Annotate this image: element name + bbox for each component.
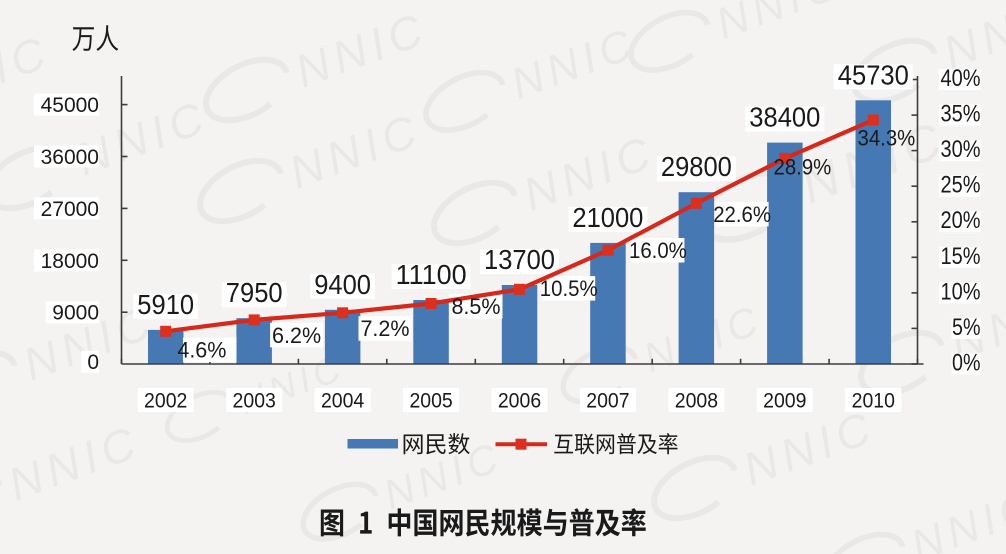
svg-text:22.6%: 22.6% <box>713 202 771 227</box>
svg-text:9000: 9000 <box>52 302 99 325</box>
svg-text:7950: 7950 <box>226 277 283 308</box>
svg-text:7.2%: 7.2% <box>360 316 409 341</box>
svg-text:10.5%: 10.5% <box>540 276 598 301</box>
svg-text:6.2%: 6.2% <box>272 323 321 348</box>
svg-text:2003: 2003 <box>233 390 276 413</box>
svg-text:29800: 29800 <box>661 151 732 182</box>
svg-text:2007: 2007 <box>586 390 629 413</box>
svg-text:2002: 2002 <box>144 390 187 413</box>
svg-text:35%: 35% <box>941 101 981 128</box>
svg-text:27000: 27000 <box>41 198 99 221</box>
svg-text:4.6%: 4.6% <box>177 338 226 363</box>
svg-text:18000: 18000 <box>41 250 99 273</box>
svg-text:15%: 15% <box>941 243 981 270</box>
svg-text:2006: 2006 <box>498 390 541 413</box>
svg-text:38400: 38400 <box>749 102 820 133</box>
svg-text:0%: 0% <box>952 350 981 377</box>
svg-text:2010: 2010 <box>852 390 895 413</box>
svg-text:13700: 13700 <box>484 244 555 275</box>
svg-text:2009: 2009 <box>763 390 806 413</box>
svg-text:2005: 2005 <box>409 390 452 413</box>
svg-text:25%: 25% <box>941 172 981 199</box>
svg-text:9400: 9400 <box>314 269 371 300</box>
svg-text:16.0%: 16.0% <box>629 238 687 263</box>
svg-text:5910: 5910 <box>137 289 194 320</box>
svg-text:8.5%: 8.5% <box>451 294 500 319</box>
svg-text:36000: 36000 <box>41 146 99 169</box>
svg-text:40%: 40% <box>941 65 981 92</box>
svg-text:28.9%: 28.9% <box>774 155 832 180</box>
svg-text:20%: 20% <box>941 207 981 234</box>
svg-text:10%: 10% <box>941 278 981 305</box>
svg-text:21000: 21000 <box>572 202 643 233</box>
svg-text:45000: 45000 <box>41 94 99 117</box>
svg-text:2008: 2008 <box>675 390 718 413</box>
svg-text:5%: 5% <box>952 314 981 341</box>
svg-text:45730: 45730 <box>838 59 909 90</box>
svg-text:11100: 11100 <box>396 259 467 290</box>
svg-text:0: 0 <box>87 351 99 374</box>
svg-text:2004: 2004 <box>321 390 365 413</box>
svg-text:34.3%: 34.3% <box>858 126 916 151</box>
svg-text:30%: 30% <box>941 136 981 163</box>
